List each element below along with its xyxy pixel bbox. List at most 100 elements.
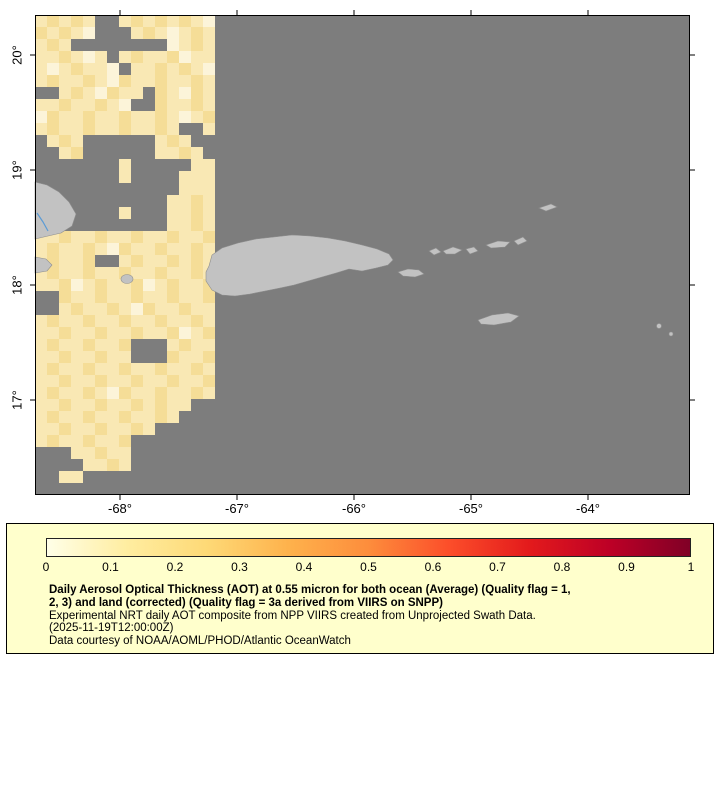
aot-cell <box>35 363 47 375</box>
island-virgin-gorda <box>513 236 528 246</box>
land-layer <box>34 181 674 337</box>
aot-cell <box>59 411 71 423</box>
aot-cell <box>191 243 203 255</box>
aot-cell <box>35 339 47 351</box>
aot-cell <box>59 315 71 327</box>
aot-cell <box>167 15 179 27</box>
aot-cell <box>47 363 59 375</box>
aot-cell <box>59 255 71 267</box>
aot-cell <box>119 243 131 255</box>
aot-cell <box>35 423 47 435</box>
map-axes: 20° 19° 18° 17° -68° -67° -66° -65° -64° <box>10 10 695 516</box>
aot-cell <box>119 51 131 63</box>
aot-cell <box>179 339 191 351</box>
aot-cell <box>143 399 155 411</box>
aot-cell <box>83 279 95 291</box>
aot-cell <box>155 75 167 87</box>
aot-cell <box>143 327 155 339</box>
aot-cell <box>179 243 191 255</box>
aot-cell <box>155 231 167 243</box>
aot-cell <box>59 471 71 483</box>
aot-cell <box>143 279 155 291</box>
legend-body-line-3: Data courtesy of NOAA/AOML/PHOD/Atlantic… <box>49 635 351 648</box>
aot-cell <box>47 99 59 111</box>
island-st-thomas <box>442 246 463 255</box>
aot-cell <box>191 111 203 123</box>
aot-cell <box>179 315 191 327</box>
lat-tick-label: 20° <box>10 45 25 65</box>
colorbar-tick-label: 0.3 <box>231 560 248 574</box>
aot-cell <box>143 363 155 375</box>
aot-cell <box>107 399 119 411</box>
aot-cell <box>179 195 191 207</box>
aot-cell <box>191 315 203 327</box>
aot-cell <box>83 99 95 111</box>
aot-cell <box>83 75 95 87</box>
aot-cell <box>107 231 119 243</box>
aot-cell <box>179 99 191 111</box>
lon-tick-label: -65° <box>459 501 483 516</box>
lat-tick-label: 18° <box>10 275 25 295</box>
colorbar-tick-label: 0.9 <box>618 560 635 574</box>
aot-cell <box>179 255 191 267</box>
aot-cell <box>71 315 83 327</box>
map-svg: 20° 19° 18° 17° -68° -67° -66° -65° -64° <box>10 10 695 516</box>
aot-cell <box>107 315 119 327</box>
aot-cell <box>107 243 119 255</box>
aot-cell <box>167 27 179 39</box>
aot-cell <box>131 111 143 123</box>
aot-cell <box>47 267 59 279</box>
aot-cell <box>203 315 215 327</box>
legend-text: Daily Aerosol Optical Thickness (AOT) at… <box>49 584 571 648</box>
aot-cell <box>179 231 191 243</box>
aot-cell <box>143 291 155 303</box>
aot-cell <box>119 435 131 447</box>
aot-cell <box>119 231 131 243</box>
aot-cell <box>179 147 191 159</box>
aot-cell <box>59 375 71 387</box>
aot-cell <box>155 399 167 411</box>
aot-cell <box>83 435 95 447</box>
aot-cell <box>155 255 167 267</box>
island-st-eustatius <box>668 331 674 337</box>
aot-cell <box>191 387 203 399</box>
aot-cell <box>71 279 83 291</box>
aot-cell <box>71 147 83 159</box>
aot-cell <box>131 291 143 303</box>
colorbar <box>46 538 691 557</box>
aot-cell <box>119 303 131 315</box>
aot-cell <box>95 459 107 471</box>
aot-cell <box>167 87 179 99</box>
aot-data-layer <box>35 15 215 483</box>
aot-cell <box>107 111 119 123</box>
aot-cell <box>119 447 131 459</box>
aot-cell <box>71 291 83 303</box>
aot-cell <box>71 135 83 147</box>
aot-cell <box>35 411 47 423</box>
aot-cell <box>59 399 71 411</box>
lon-tick-label: -68° <box>108 501 132 516</box>
aot-cell <box>143 27 155 39</box>
aot-cell <box>203 375 215 387</box>
aot-cell <box>95 447 107 459</box>
aot-cell <box>167 219 179 231</box>
aot-cell <box>107 303 119 315</box>
aot-cell <box>107 387 119 399</box>
aot-cell <box>59 123 71 135</box>
aot-cell <box>107 87 119 99</box>
aot-cell <box>167 123 179 135</box>
aot-cell <box>131 123 143 135</box>
island-vieques <box>397 268 425 278</box>
aot-cell <box>155 375 167 387</box>
aot-cell <box>47 315 59 327</box>
aot-cell <box>203 363 215 375</box>
aot-cell <box>179 279 191 291</box>
aot-cell <box>179 111 191 123</box>
aot-cell <box>167 135 179 147</box>
aot-cell <box>71 375 83 387</box>
aot-cell <box>203 195 215 207</box>
aot-cell <box>179 219 191 231</box>
aot-cell <box>71 327 83 339</box>
island-saba <box>656 323 662 329</box>
aot-cell <box>143 243 155 255</box>
